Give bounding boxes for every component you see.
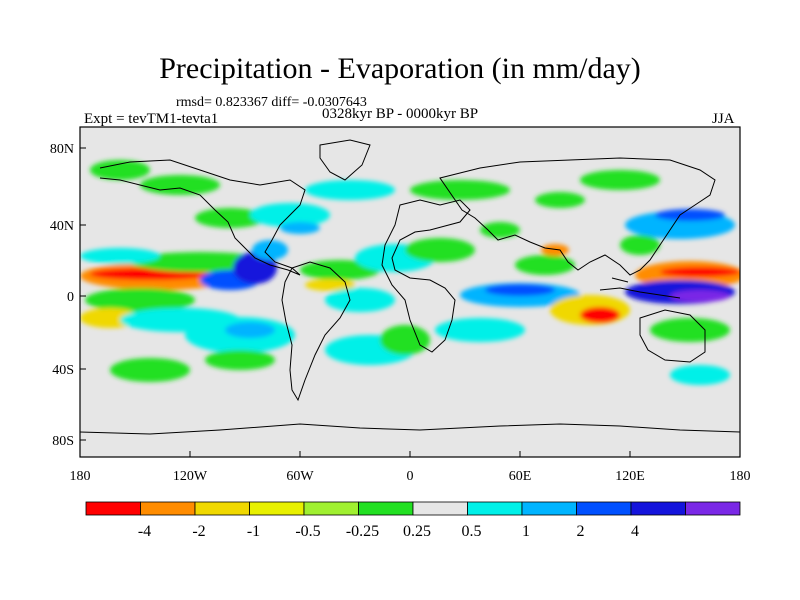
field-region (670, 290, 730, 302)
colorbar-label: -0.25 (346, 523, 379, 540)
coastline-europe-africa (381, 199, 471, 353)
field-region (535, 192, 585, 208)
field-region (485, 284, 555, 296)
coastlines (80, 139, 740, 435)
colorbar-swatch (521, 501, 577, 516)
field-region (305, 279, 355, 291)
coastline-antarctica (80, 423, 740, 435)
lat-tick-label: 40N (50, 219, 74, 234)
colorbar-swatch (358, 501, 414, 516)
lat-tick-label: 0 (67, 290, 74, 305)
colorbar-label: 0.5 (462, 523, 482, 540)
period-text: 0328kyr BP - 0000kyr BP (322, 106, 479, 122)
field-region (620, 235, 660, 255)
lat-tick-label: 80S (52, 434, 74, 449)
colorbar-label: 2 (577, 523, 585, 540)
colorbar-label: -4 (138, 523, 151, 540)
coastline-indonesia (599, 277, 681, 299)
field-region (655, 209, 725, 221)
field-region (660, 267, 740, 277)
field-region (410, 180, 510, 200)
field-region (580, 307, 620, 323)
colorbar-label: 0.25 (403, 523, 431, 540)
field-region (650, 318, 730, 342)
colorbar-swatch (685, 501, 741, 516)
colorbar-label: -2 (192, 523, 205, 540)
field-region (541, 244, 569, 256)
longitude-axis: 180 120W 60W 0 60E 120E 180 (70, 451, 751, 484)
field-region (515, 255, 575, 275)
field-region (280, 222, 320, 234)
latitude-axis: 80N 40N 0 40S 80S (50, 142, 86, 449)
field-region (205, 350, 275, 370)
colorbar-swatch (85, 501, 141, 516)
colorbar-swatch (303, 501, 359, 516)
colorbar-label: 1 (522, 523, 530, 540)
stats-text: rmsd= 0.823367 diff= -0.0307643 (176, 95, 367, 110)
lon-tick-label: 180 (70, 469, 91, 484)
season-label: JJA (712, 111, 735, 127)
lon-tick-label: 0 (407, 469, 414, 484)
field-region (225, 322, 275, 338)
field-region (305, 180, 395, 200)
field-region (405, 238, 475, 262)
field-region (435, 318, 525, 342)
lat-tick-label: 40S (52, 363, 74, 378)
lat-tick-label: 80N (50, 142, 74, 157)
field-region (110, 358, 190, 382)
colorbar-swatch (140, 501, 196, 516)
lon-tick-label: 60W (286, 469, 314, 484)
colorbar-swatch (412, 501, 468, 516)
field-region (670, 365, 730, 385)
colorbar-label: 4 (631, 523, 639, 540)
colorbar: -4 -2 -1 -0.5 -0.25 0.25 0.5 1 2 4 (85, 501, 741, 540)
lon-tick-label: 60E (509, 469, 532, 484)
field-region (480, 222, 520, 238)
colorbar-swatch (249, 501, 305, 516)
lon-tick-label: 180 (730, 469, 751, 484)
coastline-south-america (281, 261, 351, 402)
field-region (325, 288, 395, 312)
field-region (195, 208, 265, 228)
field-region (90, 160, 150, 180)
field-region (380, 325, 430, 355)
field-region (140, 175, 220, 195)
field-region (80, 248, 160, 264)
lon-tick-label: 120E (615, 469, 645, 484)
field-region (252, 240, 288, 260)
colorbar-label: -0.5 (295, 523, 320, 540)
field-region (580, 170, 660, 190)
colorbar-swatch (467, 501, 523, 516)
colorbar-swatch (194, 501, 250, 516)
coastline-asia (439, 157, 716, 276)
field-region (85, 288, 195, 312)
colorbar-swatch (630, 501, 686, 516)
plot-title: Precipitation - Evaporation (in mm/day) (159, 52, 641, 85)
coastline-australia (639, 309, 706, 363)
colorbar-swatch (576, 501, 632, 516)
coastline-greenland (319, 139, 371, 181)
lon-tick-label: 120W (173, 469, 208, 484)
field-region (233, 252, 277, 284)
colorbar-label: -1 (247, 523, 260, 540)
experiment-label: Expt = tevTM1-tevta1 (84, 111, 219, 127)
